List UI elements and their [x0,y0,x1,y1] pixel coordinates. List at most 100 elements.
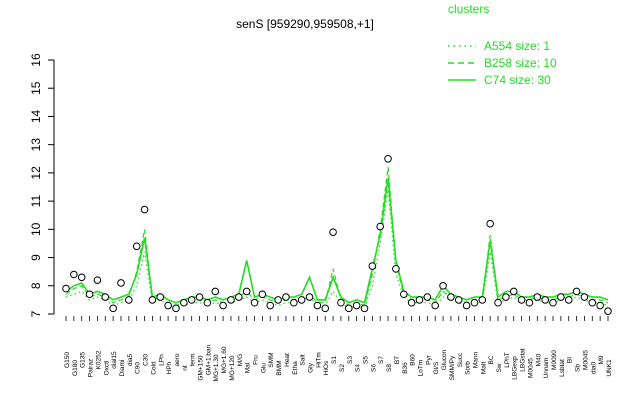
x-tick-label: SMM/Py [449,355,456,380]
x-tick-label: MG+120 [229,355,236,380]
x-tick-label: LPhT [504,352,511,368]
data-point [274,296,282,304]
data-point [407,298,416,307]
data-point [478,296,487,304]
data-point [533,293,542,301]
x-tick-label: GM+150 [198,355,205,380]
y-tick-group: 7 8 9 10 11 12 13 14 15 16 [29,53,54,317]
data-point [360,304,369,313]
data-point [494,298,502,307]
data-point [117,279,125,287]
x-tick-label: Mal [245,362,252,373]
x-tick-label: S4 [355,364,362,372]
x-tick-label: Pyr [425,354,432,365]
data-point [235,293,243,301]
data-point [297,296,306,304]
x-tick-label: Mann [472,351,479,368]
data-point [415,296,424,304]
x-tick-label: S3 [347,356,354,364]
data-point [305,293,314,301]
x-tick-label: M0090 [551,350,558,370]
y-tick-label: 13 [29,138,43,152]
x-tick-label: UNK1 [606,359,613,377]
x-tick-label: HPh [166,361,173,374]
data-point [180,298,188,307]
data-point [557,293,565,301]
x-tick-label: Glu [260,363,267,374]
y-tick-label: 10 [29,222,43,236]
x-tick-label: HiTm [315,352,322,368]
data-point [604,307,612,315]
data-point [156,293,165,301]
data-point [588,298,597,307]
data-point [313,301,322,310]
data-point [596,301,604,310]
data-point [164,301,172,310]
data-point [101,293,110,301]
x-tick-label: GM+1.ban [205,344,212,375]
data-point [399,290,408,299]
x-tick-label: Malt [480,362,487,374]
y-tick-label: 14 [29,109,43,123]
x-tick-label: S5 [362,356,369,364]
data-point [258,290,267,299]
y-tick-label: 11 [29,195,43,208]
legend: clusters A554 size: 1 B258 size: 10 C74 … [448,2,557,87]
points-layer [62,154,612,315]
x-tick-label: B36 [402,362,409,374]
x-tick-label: SMM [268,352,275,367]
data-point [227,296,235,304]
data-point [321,304,330,313]
x-tick-label: dia0 [590,361,597,374]
data-point [148,296,157,304]
x-tick-label: LBGstat [520,348,527,372]
x-tick-label: Sorb [465,361,472,375]
x-tick-label: Pairaz [88,359,95,377]
x-tick-label: Oxctl [103,360,110,375]
x-tick-label: K0252 [95,350,102,369]
x-tick-label: BMM [276,360,283,375]
data-point [580,293,589,301]
data-point [549,298,557,307]
x-tick-label: M0045 [527,358,534,378]
x-tick-label: G150 [64,352,71,368]
legend-label-b258: B258 size: 10 [484,56,557,70]
x-tick-label: Gl/S [433,361,440,374]
x-tick-label: MG+1.30 [213,354,220,381]
x-tick-label: Fru [253,355,260,365]
x-tick-label: Diami [119,360,126,377]
x-tick-label: S2 [339,364,346,372]
data-point [509,287,518,296]
x-tick-label: G135 [80,352,87,368]
x-tick-label: Gly [308,362,315,373]
legend-entry-c74: C74 size: 30 [448,73,551,87]
series-line-dashed [65,167,609,307]
x-tick-label: G180 [72,360,79,376]
data-point [85,290,94,299]
data-point [337,298,345,307]
x-tick-label: aero [174,353,181,366]
x-tick-label: LBGexp [512,356,519,380]
y-tick-label: 9 [29,254,43,261]
data-point [502,293,510,301]
x-tick-label: Glucon [441,349,448,370]
data-point [203,298,212,307]
data-point [77,273,86,282]
x-tick-label: LPh [158,354,165,366]
data-point [517,296,526,304]
x-tick-label: M40 [535,353,542,366]
data-point [62,284,70,293]
y-tick-label: 8 [29,282,43,289]
x-tick-label: MG+1.60 [221,346,228,373]
data-point [423,293,432,301]
data-point [282,293,290,301]
x-tick-label: Succ [457,352,464,367]
data-point [93,276,102,284]
y-axis: 7 8 9 10 11 12 13 14 15 16 [29,53,55,317]
data-point [439,281,447,290]
data-point [368,262,377,270]
x-tick-label: S8 [386,364,393,372]
x-tick-label: M/G [237,354,244,366]
